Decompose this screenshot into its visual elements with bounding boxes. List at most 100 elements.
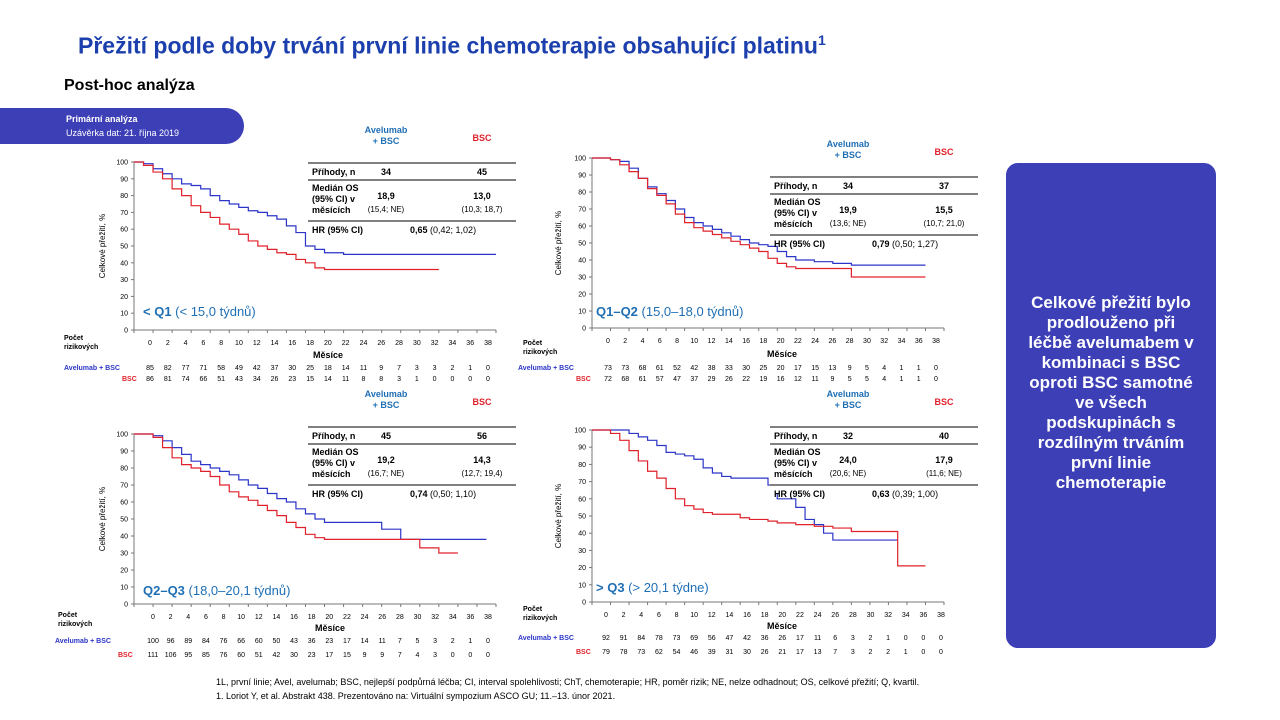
ci-avelumab: (15,4; NE) — [368, 205, 405, 214]
table-header-bsc: BSC — [934, 397, 954, 407]
x-tick-label: 38 — [484, 340, 492, 347]
risk-count-bsc: 0 — [451, 652, 455, 659]
risk-count-avelumab: 3 — [415, 365, 419, 372]
risk-count-bsc: 30 — [743, 649, 751, 656]
risk-count-avelumab: 30 — [288, 365, 296, 372]
x-tick-label: 22 — [794, 338, 802, 345]
risk-count-bsc: 111 — [148, 652, 159, 659]
panel-label: < Q1 (< 15,0 týdnů) — [143, 304, 256, 319]
table-header-avelumab: + BSC — [373, 136, 400, 146]
risk-count-bsc: 0 — [486, 376, 490, 383]
risk-count-avelumab: 73 — [604, 365, 612, 372]
x-tick-label: 20 — [777, 338, 785, 345]
risk-count-avelumab: 14 — [342, 365, 350, 372]
bsc-survival-line — [592, 429, 926, 567]
risk-count-bsc: 46 — [690, 649, 698, 656]
hr-label: HR (95% CI) — [312, 225, 363, 235]
y-tick-label: 20 — [578, 292, 586, 299]
median-label: Medián OS — [312, 447, 359, 457]
risk-count-avelumab: 7 — [398, 638, 402, 645]
hr-ci: (0,50; 1,27) — [890, 239, 939, 249]
ci-avelumab: (16,7; NE) — [368, 469, 405, 478]
risk-count-avelumab: 78 — [655, 635, 663, 642]
x-tick-label: 6 — [658, 338, 662, 345]
footnote-abbreviations: 1L, první linie; Avel, avelumab; BSC, ne… — [216, 677, 920, 687]
median-bsc: 13,0 — [473, 191, 491, 201]
x-tick-label: 0 — [604, 612, 608, 619]
panel-label-quartile: > Q3 — [596, 580, 625, 595]
risk-count-bsc: 0 — [450, 376, 454, 383]
events-bsc: 45 — [477, 167, 487, 177]
risk-count-avelumab: 82 — [164, 365, 172, 372]
risk-count-avelumab: 5 — [865, 365, 869, 372]
risk-count-avelumab: 60 — [255, 638, 263, 645]
x-tick-label: 0 — [606, 338, 610, 345]
y-axis-title: Celkové přežití, % — [554, 484, 563, 548]
y-tick-label: 30 — [120, 551, 128, 558]
x-tick-label: 34 — [898, 338, 906, 345]
risk-count-avelumab: 5 — [416, 638, 420, 645]
risk-table-title: rizikových — [64, 344, 98, 351]
x-tick-label: 4 — [641, 338, 645, 345]
risk-count-bsc: 61 — [639, 376, 647, 383]
risk-count-avelumab: 33 — [725, 365, 733, 372]
hr-value: 0,79 (0,50; 1,27) — [872, 239, 938, 249]
x-tick-label: 30 — [414, 614, 422, 621]
risk-count-bsc: 8 — [379, 376, 383, 383]
y-tick-label: 20 — [578, 565, 586, 572]
page-title: Přežití podle doby trvání první linie ch… — [78, 32, 826, 59]
y-tick-label: 50 — [578, 241, 586, 248]
ci-bsc: (10,7; 21,0) — [924, 219, 965, 228]
risk-count-bsc: 0 — [433, 376, 437, 383]
risk-count-bsc: 8 — [362, 376, 366, 383]
y-tick-label: 80 — [120, 466, 128, 473]
x-tick-label: 26 — [378, 614, 386, 621]
risk-count-bsc: 2 — [886, 649, 890, 656]
risk-count-bsc: 4 — [882, 376, 886, 383]
risk-count-bsc: 81 — [164, 376, 172, 383]
risk-count-avelumab: 43 — [290, 638, 298, 645]
risk-count-bsc: 2 — [869, 649, 873, 656]
risk-count-avelumab: 2 — [450, 365, 454, 372]
y-tick-label: 10 — [578, 309, 586, 316]
risk-count-bsc: 73 — [637, 649, 645, 656]
panel-label-range: (15,0–18,0 týdnů) — [638, 304, 744, 319]
risk-count-avelumab: 11 — [360, 365, 367, 372]
x-tick-label: 38 — [484, 614, 492, 621]
table-background — [770, 177, 978, 243]
risk-count-bsc: 1 — [900, 376, 904, 383]
risk-count-avelumab: 92 — [602, 635, 610, 642]
risk-count-bsc: 72 — [604, 376, 612, 383]
risk-count-bsc: 57 — [656, 376, 664, 383]
risk-count-avelumab: 11 — [814, 635, 821, 642]
risk-count-avelumab: 42 — [690, 365, 698, 372]
risk-count-bsc: 47 — [673, 376, 681, 383]
y-tick-label: 90 — [578, 173, 586, 180]
y-tick-label: 60 — [120, 227, 128, 234]
risk-count-bsc: 30 — [290, 652, 298, 659]
risk-count-avelumab: 49 — [235, 365, 243, 372]
risk-count-bsc: 5 — [865, 376, 869, 383]
y-tick-label: 70 — [578, 207, 586, 214]
events-bsc: 56 — [477, 431, 487, 441]
x-tick-label: 24 — [361, 614, 369, 621]
y-tick-label: 60 — [578, 224, 586, 231]
x-tick-label: 14 — [725, 338, 733, 345]
risk-count-bsc: 23 — [308, 652, 316, 659]
events-avelumab: 34 — [381, 167, 391, 177]
risk-count-avelumab: 0 — [921, 635, 925, 642]
x-tick-label: 12 — [255, 614, 263, 621]
bsc-survival-line — [592, 157, 926, 278]
risk-count-bsc: 29 — [708, 376, 716, 383]
table-header-bsc: BSC — [472, 397, 492, 407]
x-tick-label: 14 — [726, 612, 734, 619]
y-tick-label: 0 — [124, 602, 128, 609]
median-label: měsících — [774, 219, 813, 229]
x-tick-label: 2 — [623, 338, 627, 345]
x-tick-label: 4 — [186, 614, 190, 621]
panel-label-range: (18,0–20,1 týdnů) — [185, 583, 291, 598]
risk-count-bsc: 1 — [415, 376, 419, 383]
x-tick-label: 20 — [325, 614, 333, 621]
